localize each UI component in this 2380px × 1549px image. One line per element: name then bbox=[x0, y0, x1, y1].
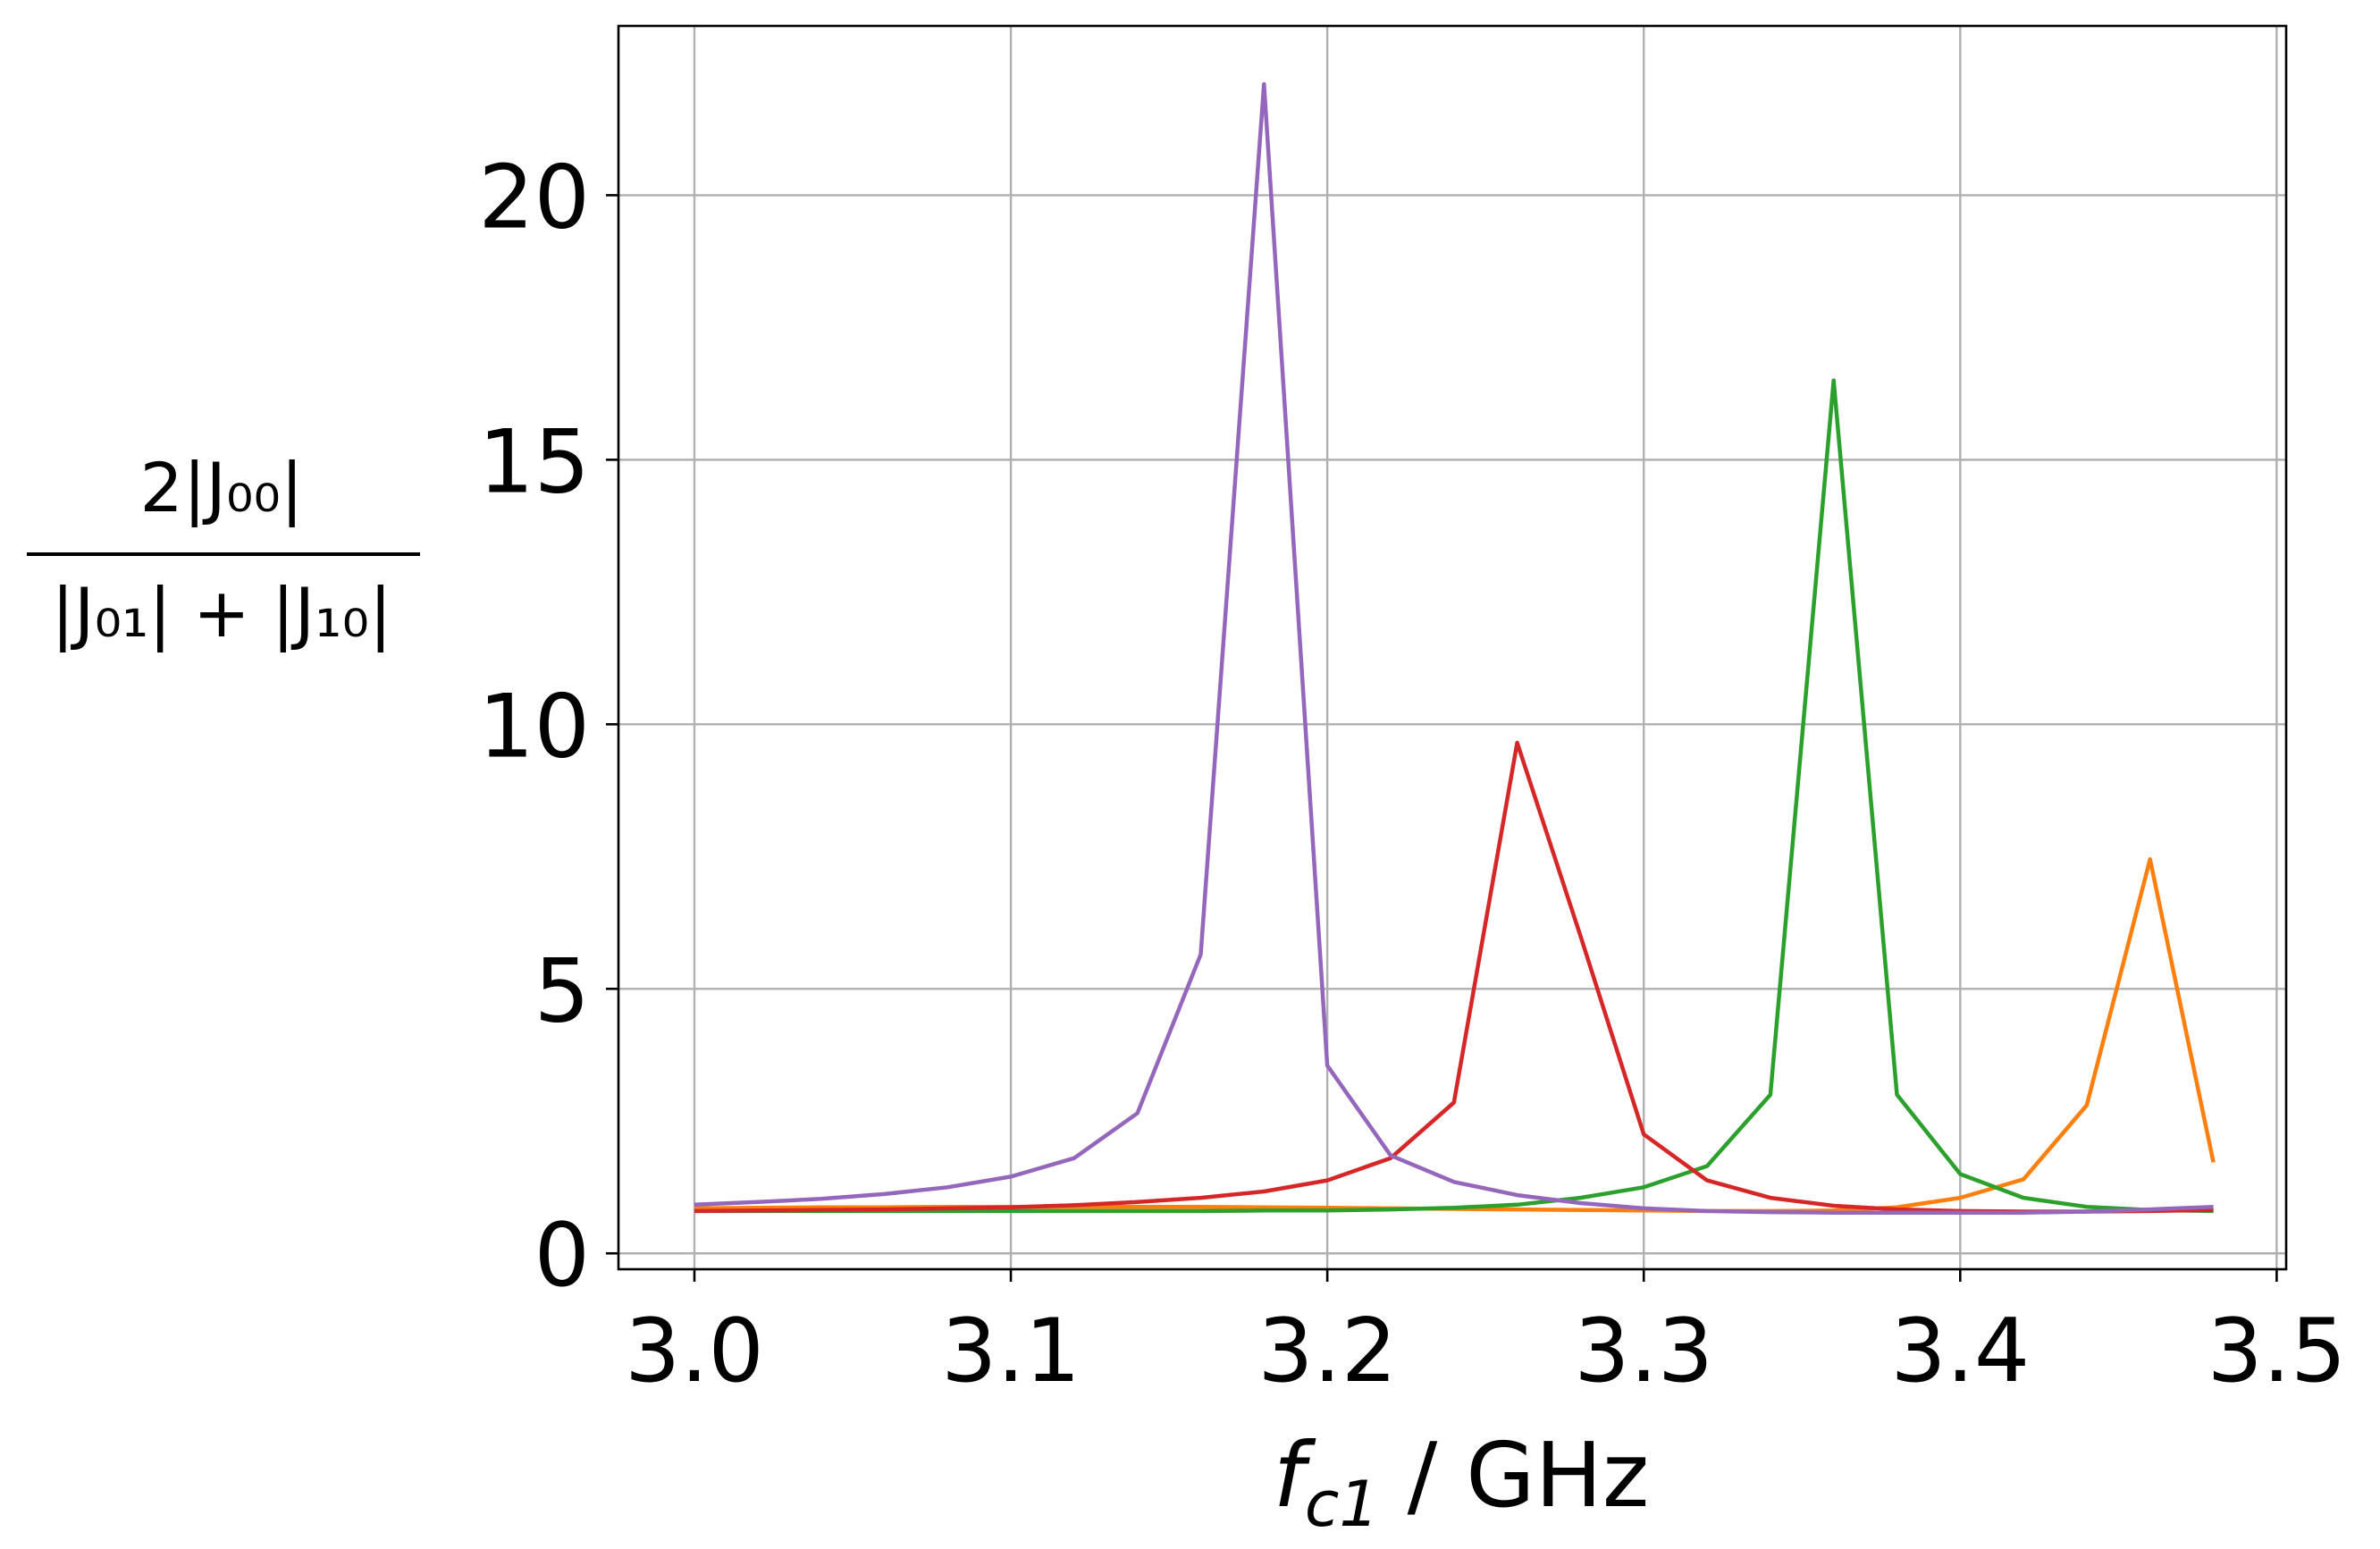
y-tick-label: 20 bbox=[478, 147, 590, 248]
y-tick-label: 0 bbox=[534, 1205, 590, 1307]
y-axis-label-numerator: 2|J₀₀| bbox=[140, 448, 304, 528]
x-axis-label-sub: c1 bbox=[1305, 1468, 1379, 1541]
x-axis-label-unit: / GHz bbox=[1379, 1423, 1649, 1528]
x-tick-label: 3.1 bbox=[941, 1301, 1081, 1402]
x-axis-label: fc1 / GHz bbox=[1274, 1423, 1650, 1541]
series-group bbox=[694, 81, 2216, 1215]
y-tick-label: 15 bbox=[478, 411, 590, 513]
series-line-3 bbox=[694, 740, 2214, 1214]
x-tick-label: 3.5 bbox=[2207, 1301, 2346, 1402]
x-tick-label: 3.4 bbox=[1890, 1301, 2030, 1402]
series-line-4 bbox=[694, 81, 2214, 1215]
y-tick-label: 10 bbox=[478, 676, 590, 778]
y-tick-label: 5 bbox=[534, 940, 590, 1042]
ticks bbox=[606, 194, 2278, 1282]
series-line-2 bbox=[694, 378, 2214, 1214]
series-line-1 bbox=[694, 857, 2216, 1214]
x-tick-label: 3.3 bbox=[1574, 1301, 1713, 1402]
plot-frame bbox=[617, 24, 2288, 1271]
x-tick-label: 3.0 bbox=[625, 1301, 764, 1402]
y-axis-label: 2|J₀₀| |J₀₁| + |J₁₀| bbox=[27, 448, 420, 653]
grid bbox=[618, 26, 2286, 1269]
tick-labels: 3.0 3.1 3.2 3.3 3.4 3.5 0 5 10 15 20 bbox=[478, 147, 2346, 1402]
y-axis-label-denominator: |J₀₁| + |J₁₀| bbox=[51, 573, 391, 653]
x-tick-label: 3.2 bbox=[1257, 1301, 1397, 1402]
